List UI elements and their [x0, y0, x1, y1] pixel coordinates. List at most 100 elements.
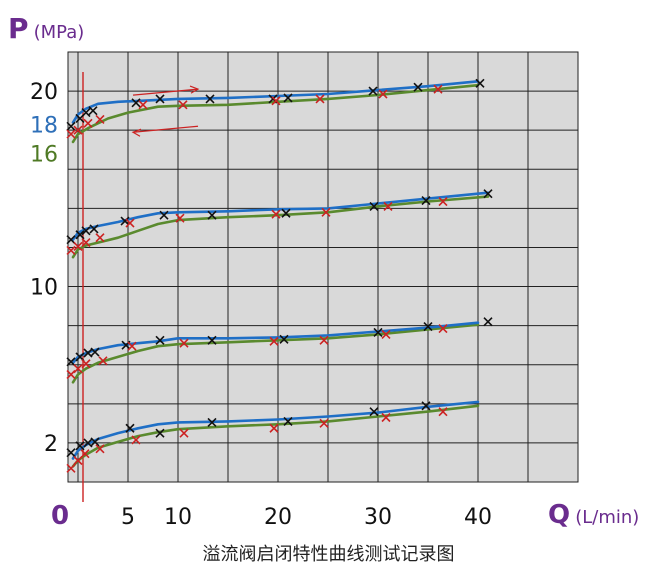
marker-stroke [421, 195, 431, 206]
opening-marker [421, 401, 431, 411]
opening-marker [373, 327, 383, 338]
marker-stroke [369, 407, 379, 417]
y-tick-label: 2 [44, 432, 58, 457]
marker-stroke [368, 86, 378, 96]
marker-stroke [73, 455, 83, 466]
opening-marker [368, 86, 378, 96]
marker-stroke [155, 428, 165, 438]
marker-stroke [89, 224, 99, 234]
closing-marker [438, 407, 448, 417]
closing-marker [95, 444, 105, 454]
opening-marker [75, 230, 85, 240]
closing-marker [178, 100, 188, 110]
arrow-shaft [132, 125, 199, 133]
x-axis-title: Q (L/min) [548, 500, 639, 530]
closing-marker [80, 449, 90, 459]
marker-stroke [438, 196, 448, 207]
marker-stroke [483, 317, 493, 327]
opening-marker [66, 357, 76, 367]
x-tick-label: 30 [364, 505, 392, 530]
opening-marker [207, 417, 217, 427]
opening-marker [159, 210, 169, 220]
opening-marker [155, 94, 165, 104]
closing-marker [81, 238, 91, 248]
opening-marker [66, 448, 76, 458]
marker-stroke [421, 401, 431, 411]
opening-marker [81, 226, 91, 236]
closing-marker [66, 129, 76, 139]
opening-marker [279, 334, 289, 344]
closing-marker [381, 412, 391, 423]
closing-marker [66, 463, 76, 473]
marker-stroke [319, 418, 329, 428]
closing-marker [315, 94, 325, 104]
y-tick-label: 20 [30, 80, 58, 105]
marker-stroke [279, 334, 289, 344]
x-tick-label: 10 [164, 505, 192, 530]
marker-stroke [125, 423, 135, 433]
marker-stroke [120, 216, 130, 226]
marker-stroke [475, 78, 485, 88]
opening-marker [66, 121, 76, 131]
marker-stroke [207, 210, 217, 220]
marker-stroke [381, 329, 391, 339]
marker-stroke [369, 201, 379, 211]
closing-marker [175, 213, 185, 223]
opening-marker [475, 78, 485, 88]
chart-caption: 溢流阀启闭特性曲线测试记录图 [202, 544, 455, 565]
closing-curve-3 [71, 323, 480, 384]
closing-marker [319, 335, 329, 345]
y-tick-label: 10 [30, 276, 58, 301]
plot-area [67, 51, 579, 483]
opening-marker [413, 82, 423, 92]
arrow-right [132, 85, 200, 96]
y-axis-unit: (MPa) [33, 22, 85, 43]
marker-stroke [95, 233, 105, 243]
closing-marker [319, 418, 329, 428]
marker-stroke [131, 98, 141, 108]
opening-marker [155, 335, 165, 345]
closing-marker [73, 125, 83, 135]
marker-stroke [75, 230, 85, 240]
marker-stroke [433, 84, 443, 94]
opening-marker [90, 437, 100, 447]
opening-marker [131, 98, 141, 108]
closing-marker [83, 118, 93, 128]
closing-marker [179, 428, 189, 438]
closing-marker [438, 196, 448, 207]
opening-curve-1 [71, 80, 480, 124]
marker-stroke [269, 423, 279, 433]
opening-marker [75, 441, 85, 451]
marker-stroke [207, 417, 217, 427]
opening-marker [283, 416, 293, 426]
marker-stroke [125, 218, 135, 228]
marker-stroke [66, 357, 76, 367]
marker-stroke [81, 238, 91, 248]
marker-stroke [281, 208, 291, 218]
marker-stroke [271, 209, 281, 219]
closing-curve-4 [71, 404, 480, 468]
marker-stroke [66, 245, 76, 255]
x-tick-label: 5 [121, 505, 135, 530]
opening-marker [155, 428, 165, 438]
closing-marker [95, 233, 105, 243]
marker-stroke [95, 444, 105, 454]
closing-marker [269, 423, 279, 433]
marker-stroke [381, 412, 391, 423]
opening-marker [125, 423, 135, 433]
marker-stroke [378, 89, 388, 99]
closing-marker [438, 324, 448, 334]
marker-stroke [66, 235, 76, 245]
y-axis-title: P (MPa) [8, 12, 84, 45]
marker-stroke [319, 335, 329, 345]
arrow-head [131, 128, 142, 137]
opening-marker [88, 106, 98, 116]
series-markers [66, 78, 493, 473]
opening-marker [369, 407, 379, 417]
marker-stroke [80, 449, 90, 459]
marker-stroke [75, 441, 85, 451]
arrow-shaft [132, 88, 199, 96]
marker-stroke [131, 435, 141, 445]
marker-stroke [269, 336, 279, 346]
